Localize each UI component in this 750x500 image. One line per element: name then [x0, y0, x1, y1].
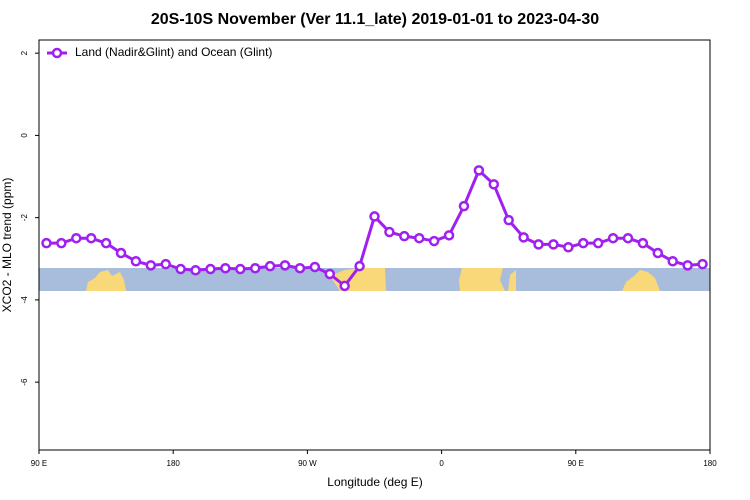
map-band — [39, 268, 710, 291]
point — [220, 262, 231, 274]
point — [443, 230, 455, 241]
point — [309, 261, 321, 273]
point — [235, 263, 246, 275]
x-axis-label: Longitude (deg E) — [327, 475, 422, 489]
x-tick-label: 90 E — [568, 459, 584, 468]
x-tick-label: 90 W — [298, 459, 317, 468]
point — [85, 232, 97, 244]
point — [56, 237, 67, 249]
x-tick-label: 180 — [703, 459, 717, 468]
point — [354, 260, 365, 272]
x-tick-label: 90 E — [31, 459, 47, 468]
point — [175, 263, 186, 275]
point — [518, 232, 529, 243]
point — [503, 214, 514, 226]
land-patch — [86, 270, 126, 291]
point — [533, 239, 544, 250]
point — [264, 260, 276, 272]
legend-marker — [51, 47, 63, 59]
point — [428, 235, 440, 247]
plot-frame — [38, 39, 711, 451]
point — [592, 237, 604, 249]
point — [160, 258, 171, 270]
point — [637, 237, 649, 249]
point — [279, 260, 291, 271]
point — [130, 255, 142, 267]
point — [563, 242, 574, 253]
x-tick-label: 180 — [167, 459, 181, 468]
land-patch — [622, 270, 660, 291]
point — [41, 237, 52, 249]
point — [369, 211, 380, 222]
point — [682, 260, 693, 271]
y-tick-label: 0 — [20, 133, 29, 138]
point — [667, 255, 678, 267]
y-axis-label: XCO2 - MLO trend (ppm) — [0, 178, 14, 313]
point — [488, 179, 500, 190]
legend-label: Land (Nadir&Glint) and Ocean (Glint) — [75, 45, 272, 59]
y-tick-label: -4 — [20, 296, 29, 304]
point — [399, 230, 410, 242]
point — [473, 165, 485, 176]
y-tick-label: 2 — [20, 50, 29, 55]
y-tick-label: -6 — [20, 378, 29, 386]
land-patch — [459, 268, 505, 291]
point — [578, 237, 589, 249]
point — [324, 268, 336, 280]
point — [294, 262, 306, 274]
point — [458, 200, 470, 212]
point — [115, 247, 127, 259]
point — [413, 232, 425, 244]
x-tick-label: 0 — [439, 459, 444, 468]
point — [100, 237, 112, 249]
point — [607, 232, 619, 244]
point — [697, 258, 708, 270]
point — [652, 247, 664, 259]
point — [145, 260, 157, 271]
point — [190, 265, 201, 276]
point — [205, 263, 216, 275]
point — [71, 232, 82, 244]
point — [339, 280, 350, 292]
y-tick-label: -2 — [20, 214, 29, 222]
land-patch — [508, 270, 516, 291]
chart-title: 20S-10S November (Ver 11.1_late) 2019-01… — [151, 11, 599, 28]
point — [384, 226, 395, 238]
point — [548, 239, 559, 250]
point — [249, 262, 261, 274]
point — [622, 232, 634, 244]
